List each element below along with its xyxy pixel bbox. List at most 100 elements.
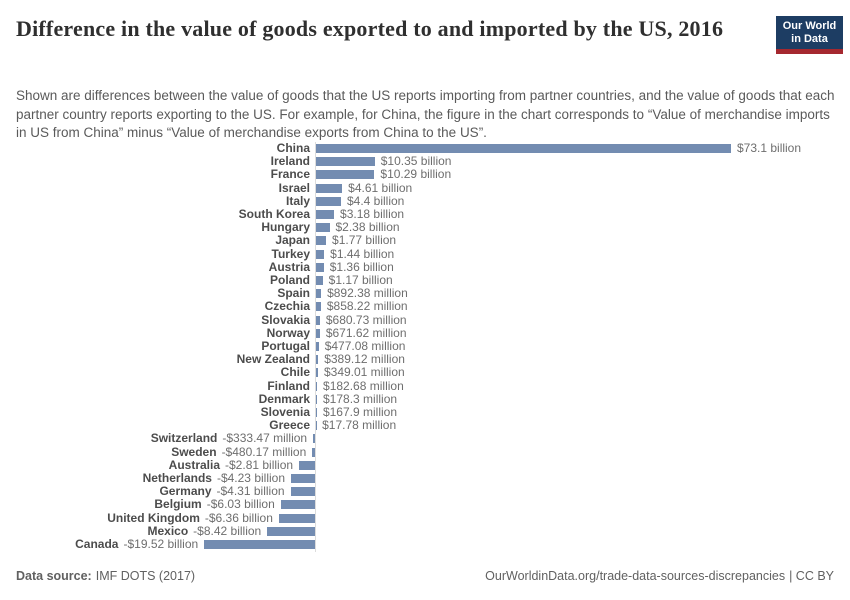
bar-belgium[interactable] [280,500,315,510]
country-label-slovakia: Slovakia [261,312,310,327]
bar-japan[interactable] [316,236,327,246]
chart-subtitle: Shown are differences between the value … [16,88,835,140]
row-label-belgium: Belgium -$6.03 billion [154,498,274,511]
country-label-ireland: Ireland [270,154,310,169]
owid-logo-red-strip [776,49,843,54]
value-label-south-korea: $3.18 billion [340,207,405,221]
country-label-australia: Australia [168,457,221,472]
row-label-netherlands: Netherlands -$4.23 billion [143,471,285,485]
bar-italy[interactable] [316,196,341,206]
bar-norway[interactable] [316,328,320,338]
chart-footer: Data source: IMF DOTS (2017) OurWorldinDa… [16,568,834,584]
chart-row-canada: Canada -$19.52 billion [0,537,850,551]
bar-ireland[interactable] [316,157,375,167]
chart-row-united-kingdom: United Kingdom -$6.36 billion [0,510,850,525]
bar-mexico[interactable] [267,526,315,536]
owid-logo-line1: Our World [782,20,837,32]
chart-row-slovakia: Slovakia $680.73 million [0,312,850,327]
bar-canada[interactable] [204,540,315,549]
bar-new-zealand[interactable] [316,355,319,365]
zero-axis-line [315,142,316,552]
value-label-new-zealand: $389.12 million [324,352,405,367]
datasource-label: Data source: [16,569,92,583]
chart-row-spain: Spain $892.38 million [0,286,850,301]
bar-united-kingdom[interactable] [278,513,315,523]
bar-france[interactable] [316,170,375,180]
chart-row-hungary: Hungary $2.38 billion [0,220,850,235]
country-label-canada: Canada [75,537,119,551]
value-label-greece: $17.78 million [322,418,397,433]
bar-south-korea[interactable] [316,210,335,219]
country-label-sweden: Sweden [171,444,217,459]
bar-australia[interactable] [299,460,315,470]
chart-row-netherlands: Netherlands -$4.23 billion [0,471,850,485]
country-label-denmark: Denmark [258,391,310,406]
chart-row-ireland: Ireland $10.35 billion [0,154,850,169]
bar-chile[interactable] [316,368,318,378]
chart-title: Difference in the value of goods exporte… [16,16,724,41]
value-label-chile: $349.01 million [323,365,405,380]
country-label-mexico: Mexico [147,523,189,538]
bar-turkey[interactable] [316,249,325,259]
row-label-germany: Germany -$4.31 billion [159,485,284,498]
chart-row-belgium: Belgium -$6.03 billion [0,498,850,511]
chart-row-austria: Austria $1.36 billion [0,260,850,274]
chart-row-poland: Poland $1.17 billion [0,273,850,287]
value-label-germany: -$4.31 billion [216,484,285,499]
bar-slovakia[interactable] [316,315,320,325]
value-label-poland: $1.17 billion [328,273,393,287]
value-label-denmark: $178.3 million [323,391,398,406]
bar-sweden[interactable] [312,447,315,457]
owid-logo[interactable]: Our World in Data [776,16,843,54]
chart-row-mexico: Mexico -$8.42 billion [0,523,850,538]
chart-row-greece: Greece $17.78 million [0,418,850,433]
value-label-finland: $182.68 million [323,378,404,393]
country-label-hungary: Hungary [261,220,310,235]
bar-hungary[interactable] [316,223,330,233]
value-label-slovakia: $680.73 million [325,312,407,327]
chart-row-chile: Chile $349.01 million [0,366,850,379]
footer-right: OurWorldinData.org/trade-data-sources-di… [485,568,834,584]
chart-row-czechia: Czechia $858.22 million [0,300,850,313]
value-label-slovenia: $167.9 million [322,405,397,419]
bar-finland[interactable] [316,381,318,391]
license-text: | CC BY [789,569,834,583]
owid-url-link[interactable]: OurWorldinData.org/trade-data-sources-di… [485,569,786,583]
bar-portugal[interactable] [316,342,319,351]
country-label-united-kingdom: United Kingdom [107,510,200,525]
chart-row-norway: Norway $671.62 million [0,325,850,340]
country-label-greece: Greece [269,418,310,433]
country-label-italy: Italy [285,193,310,208]
bar-spain[interactable] [316,289,322,299]
bar-poland[interactable] [316,276,323,285]
value-label-hungary: $2.38 billion [335,220,400,235]
chart-row-italy: Italy $4.4 billion [0,193,850,208]
chart-row-china: China $73.1 billion [0,141,850,155]
bar-china[interactable] [316,144,731,153]
value-label-australia: -$2.81 billion [225,457,294,472]
value-label-norway: $671.62 million [325,325,407,340]
row-label-united-kingdom: United Kingdom -$6.36 billion [107,510,273,525]
bar-czechia[interactable] [316,302,321,312]
chart-row-denmark: Denmark $178.3 million [0,391,850,406]
bar-slovenia[interactable] [316,408,317,417]
row-label-mexico: Mexico -$8.42 billion [147,523,262,538]
row-label-australia: Australia -$2.81 billion [168,457,294,472]
value-label-mexico: -$8.42 billion [193,523,262,538]
bar-netherlands[interactable] [290,474,315,483]
chart-row-finland: Finland $182.68 million [0,378,850,393]
bar-denmark[interactable] [316,394,317,404]
country-label-spain: Spain [277,286,310,301]
country-label-france: France [270,167,310,182]
country-label-germany: Germany [159,484,212,499]
bar-germany[interactable] [290,487,315,497]
chart-row-portugal: Portugal $477.08 million [0,339,850,353]
chart-row-france: France $10.29 billion [0,168,850,181]
chart-row-south-korea: South Korea $3.18 billion [0,207,850,221]
value-label-italy: $4.4 billion [346,193,405,208]
bar-israel[interactable] [316,183,343,193]
bar-switzerland[interactable] [313,434,315,444]
value-label-switzerland: -$333.47 million [222,431,308,446]
bar-austria[interactable] [316,262,324,272]
